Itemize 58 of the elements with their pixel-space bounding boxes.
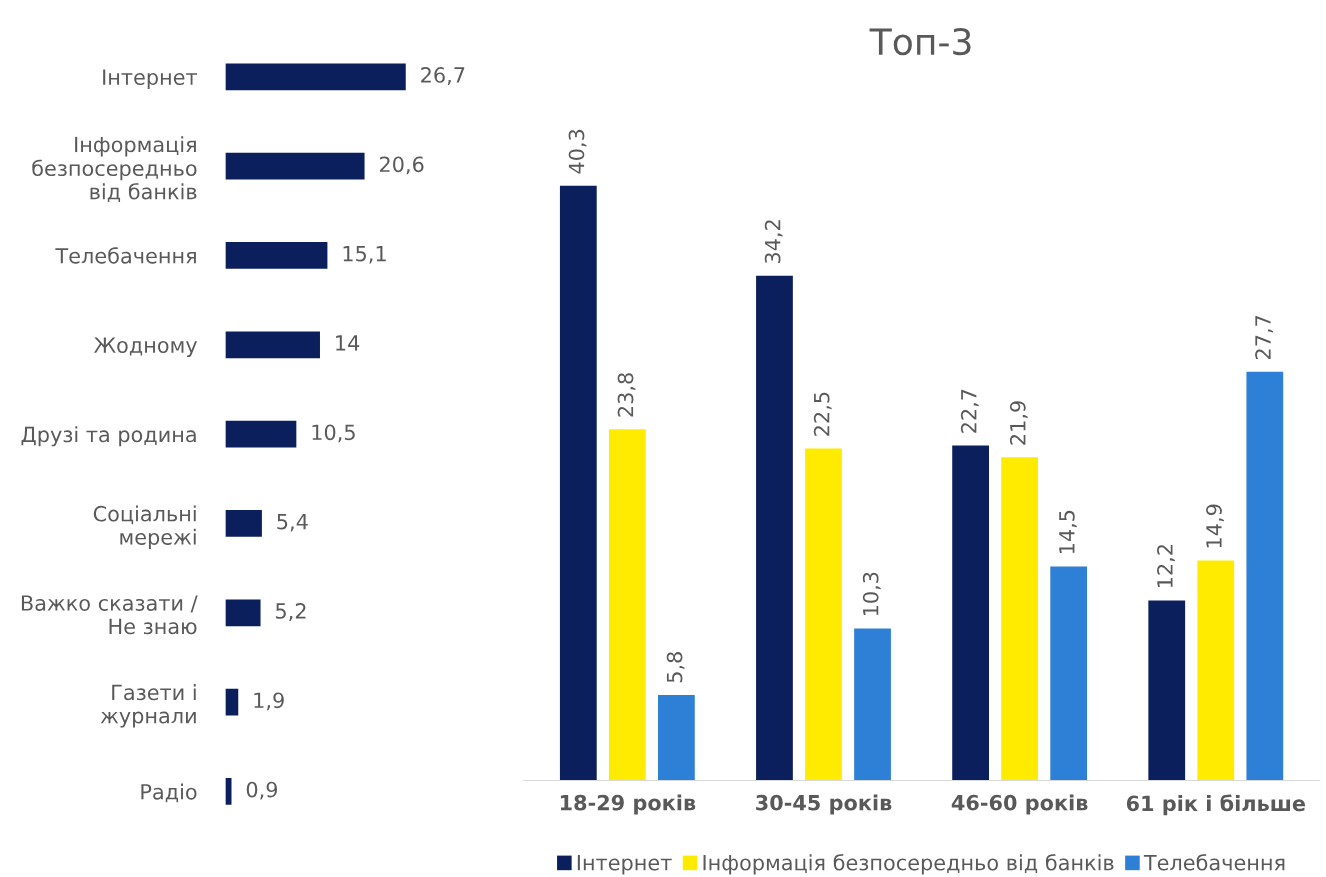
data-label: 22,7 [960,389,979,433]
data-label: 0,9 [246,781,278,800]
bar [225,242,328,269]
data-label: 23,8 [617,373,636,417]
chart-title: Топ-3 [869,28,971,56]
y-tick-label: Важко сказати / Не знаю [21,595,198,635]
legend-label: Телебачення [1143,854,1285,871]
bar [1050,566,1088,781]
bar [225,510,262,537]
bar [952,445,989,781]
data-label: 12,2 [1157,545,1175,588]
data-label: 20,6 [379,156,424,175]
data-label: 26,7 [421,67,465,85]
bar [1148,600,1186,781]
y-tick-label: Радіо [141,783,197,803]
bar [1246,371,1284,781]
bar [559,185,597,781]
bar [756,275,793,781]
y-tick-label: Соціальні мережі [93,505,196,549]
data-label: 14,5 [1059,510,1077,554]
bar [225,688,239,716]
data-label: 5,2 [276,603,306,621]
data-label: 10,3 [862,572,881,616]
y-tick-label: Інформація безпосередньо від банків [32,136,197,203]
data-label: 10,5 [312,424,355,443]
x-tick-label: 46-60 років [951,794,1088,815]
data-label: 1,9 [254,692,284,711]
data-label: 34,2 [764,220,783,264]
bar [608,429,646,781]
legend-label: Інформація безпосередньо від банків [703,854,1114,875]
data-label: 5,8 [666,652,685,683]
data-label: 27,7 [1255,315,1273,360]
data-label: 14,9 [1206,504,1224,548]
y-tick-label: Друзі та родина [21,426,196,447]
data-label: 5,4 [277,514,308,532]
bar [225,63,406,91]
data-label: 22,5 [813,392,832,436]
y-tick-label: Телебачення [55,247,196,264]
data-label: 21,9 [1009,401,1028,445]
bar [854,628,891,781]
bar [225,420,297,448]
bar [225,152,365,180]
bar [225,599,261,627]
bar [805,448,842,781]
data-label: 15,1 [343,246,386,264]
x-tick-label: 18-29 років [560,794,696,815]
y-tick-label: Інтернет [103,69,198,90]
data-label: 40,3 [568,129,587,174]
bar [1001,457,1039,781]
bar [1197,560,1235,781]
x-tick-label: 30-45 років [756,794,892,815]
x-tick-label: 61 рік і більше [1126,794,1305,816]
legend-label: Інтернет [577,855,672,875]
y-tick-label: Газети і журнали [100,684,196,728]
bar [225,331,320,359]
y-tick-label: Жодному [94,337,198,358]
bar [658,694,695,781]
data-label: 14 [336,335,360,351]
